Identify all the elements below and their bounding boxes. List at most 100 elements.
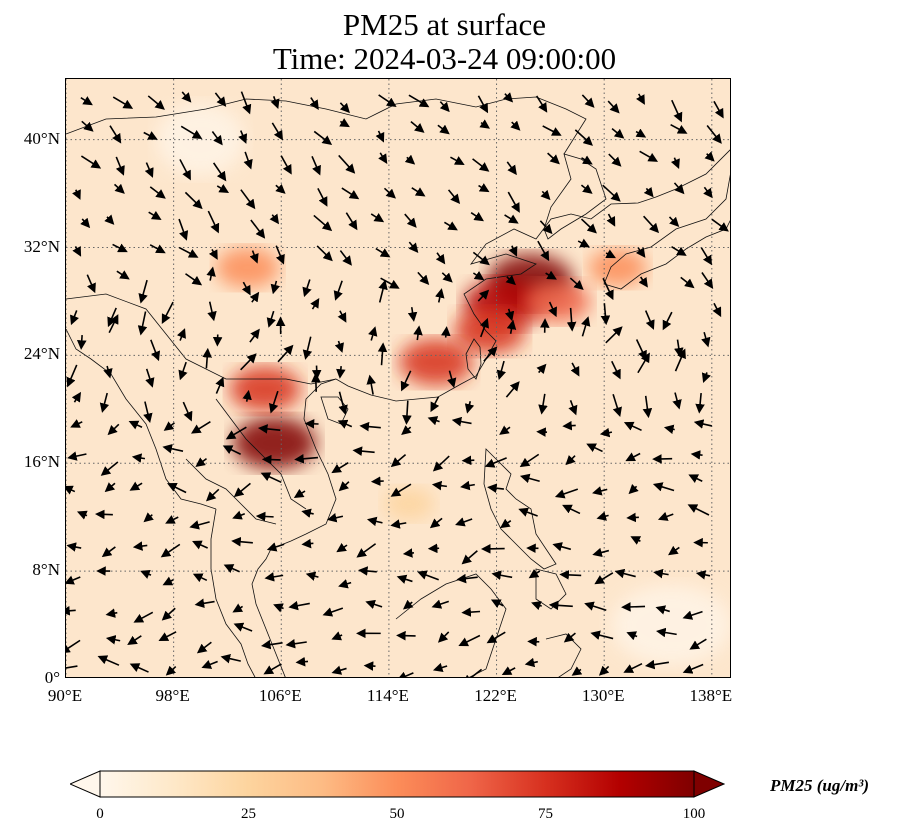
pm25-hotspot [454,308,526,354]
wind-arrow [540,189,551,201]
wind-arrow [99,392,110,413]
wind-arrow [404,154,416,165]
wind-arrow [206,266,216,281]
wind-arrow [644,310,655,330]
wind-arrow [240,189,256,210]
pm25-hotspot [399,338,473,386]
wind-arrow [127,635,142,646]
wind-arrow [108,314,119,334]
wind-arrow [66,665,78,669]
wind-arrow [295,656,309,667]
colorbar-tick-label: 0 [96,806,104,822]
wind-arrow [105,608,118,618]
wind-arrow [504,308,515,322]
wind-arrow [554,488,579,499]
wind-arrow [562,504,581,515]
wind-arrow [149,244,166,254]
wind-arrow [271,122,283,141]
wind-arrow [390,483,412,497]
wind-arrow [524,657,538,668]
coastline-indochina [251,378,337,677]
wind-arrow [339,118,350,128]
wind-arrow [535,95,548,113]
pm25-low-area [156,103,245,176]
wind-arrow [250,219,266,239]
wind-arrow [626,631,638,641]
wind-arrow [338,391,348,415]
wind-arrow [606,213,616,227]
wind-arrow [80,96,93,106]
wind-arrow [701,331,711,348]
wind-arrow [270,96,280,109]
wind-arrow [506,319,517,334]
wind-arrow [508,245,518,257]
wind-arrow [662,311,673,331]
wind-arrow [266,310,276,328]
wind-arrow [642,395,653,419]
wind-arrow [305,571,319,581]
wind-arrow [76,510,88,520]
wind-arrow [390,453,407,468]
wind-arrow [695,570,711,580]
wind-arrow [76,335,87,350]
wind-arrow [461,607,481,617]
wind-arrow [270,280,280,295]
wind-arrow [310,297,320,310]
map-subtitle-time: Time: 2024-03-24 09:00:00 [272,41,617,76]
wind-arrow [435,288,445,303]
wind-arrow [67,451,87,461]
wind-arrow [657,511,674,521]
wind-arrow [189,520,210,530]
colorbar-extend-high [693,770,725,798]
wind-arrow [682,663,704,674]
wind-arrow [542,125,562,136]
wind-arrow [519,453,540,468]
pm25-background [66,79,730,677]
wind-arrow [184,191,203,210]
wind-arrow [700,247,713,266]
wind-arrow [635,128,647,138]
pm25-hotspot [229,366,301,412]
wind-arrow [478,183,490,193]
colorbar-extend-low [70,770,101,798]
wind-arrow [100,461,119,476]
wind-arrow [368,326,378,341]
wind-arrow [238,130,248,144]
coastline-sulawesi [545,633,582,677]
wind-arrow [288,600,310,611]
wind-arrow [158,631,177,642]
wind-arrow [460,480,475,491]
wind-arrow [207,301,217,322]
wind-arrow [411,187,426,197]
longitude-label: 130°E [581,686,625,705]
wind-arrow [182,401,193,422]
wind-arrow [383,187,396,199]
wind-arrow [571,666,583,676]
wind-arrow [565,454,576,466]
wind-arrow [162,576,174,586]
coastline-philippines [483,448,557,570]
wind-arrow [447,370,457,388]
wind-arrow [396,671,414,677]
wind-arrow [688,474,703,484]
wind-arrow [569,277,584,291]
wind-arrow [266,542,285,552]
wind-arrow [104,482,116,493]
wind-arrow [263,663,282,675]
wind-arrow [147,95,165,110]
colorbar-label: PM25 (ug/m³) [770,776,870,795]
wind-arrow [269,213,280,225]
wind-arrow [614,568,636,579]
wind-arrow [607,100,620,114]
wind-arrow [470,211,484,222]
wind-arrow [301,538,314,549]
wind-arrow [401,425,412,435]
wind-arrow [190,421,211,434]
wind-arrow [519,473,540,484]
wind-arrow [623,662,643,673]
wind-arrow [559,570,582,580]
wind-arrow [672,392,682,410]
coastline-china [335,149,730,402]
wind-arrow [105,635,121,645]
wind-arrow [477,95,489,114]
